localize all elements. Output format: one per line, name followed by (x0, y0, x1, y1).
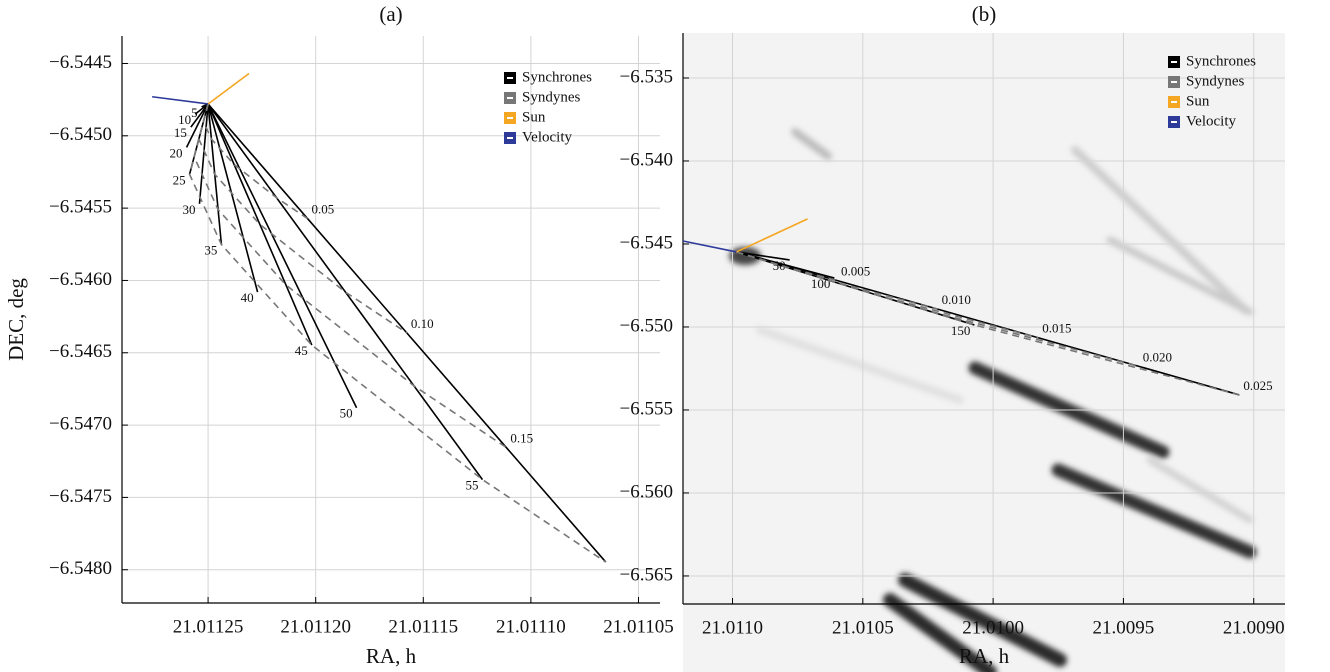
y-tick-label: −6.550 (620, 315, 673, 336)
y-tick-label: −6.5450 (49, 124, 112, 145)
figure: (a) RA, h DEC, deg −6.5445 −6.5450 −6.5455 −6.… (0, 0, 1330, 672)
y-axis-label: DEC, deg (4, 278, 28, 361)
y-tick-label: −6.5480 (49, 558, 112, 579)
y-tick-label: −6.555 (620, 398, 673, 419)
page: (a) RA, h DEC, deg −6.5445 −6.5450 −6.5455 −6.… (0, 0, 1330, 672)
y-tick-label: −6.5465 (49, 341, 112, 362)
synchrone-label: 55 (465, 478, 478, 493)
synchrone-label: 30 (182, 202, 195, 217)
x-tick-label: 21.01115 (388, 616, 458, 637)
y-tick-label: −6.5470 (49, 413, 112, 434)
syndyne-label: 0.015 (1042, 321, 1071, 336)
y-tick-label: −6.5460 (49, 269, 112, 290)
syndyne-label: 0.020 (1143, 349, 1172, 364)
syndyne-label: 0.025 (1243, 378, 1272, 393)
y-tick-label: −6.560 (620, 481, 673, 502)
legend-label: Syndynes (1186, 73, 1245, 89)
x-tick-label: 21.0090 (1223, 617, 1285, 638)
synchrone-label: 45 (295, 343, 308, 358)
syndyne-label: 0.005 (841, 264, 870, 279)
synchrone-label: 20 (170, 145, 183, 160)
y-tick-label: −6.545 (620, 232, 673, 253)
legend-label: Synchrones (1186, 53, 1256, 69)
panel: (a) RA, h DEC, deg −6.5445 −6.5450 −6.5455 −6.… (4, 2, 674, 668)
syndyne-label: 0.010 (942, 292, 971, 307)
curve (208, 73, 249, 104)
y-tick-label: −6.565 (620, 564, 673, 585)
syndyne-label: 0.15 (510, 430, 533, 445)
synchrone-label: 25 (173, 172, 186, 187)
x-tick-label: 21.01105 (603, 616, 674, 637)
curve (152, 97, 208, 104)
x-axis-label: RA, h (959, 644, 1010, 668)
legend-label: Velocity (522, 129, 572, 145)
y-tick-label: −6.540 (620, 149, 673, 170)
y-tick-label: −6.5475 (49, 486, 112, 507)
legend-label: Sun (522, 109, 546, 125)
synchrone-label: 35 (204, 243, 217, 258)
panel-title: (b) (972, 2, 997, 26)
panel-title: (a) (379, 2, 402, 26)
synchrone-label: 150 (951, 323, 971, 338)
curve (208, 104, 606, 562)
x-tick-label: 21.0095 (1093, 617, 1155, 638)
syndyne-label: 0.10 (411, 316, 434, 331)
y-tick-label: −6.5445 (49, 52, 112, 73)
x-tick-label: 21.0110 (702, 617, 763, 638)
synchrone-label: 50 (340, 406, 353, 421)
legend-label: Sun (1186, 93, 1210, 109)
y-tick-label: −6.535 (620, 66, 673, 87)
curve (190, 104, 606, 562)
legend-label: Synchrones (522, 69, 592, 85)
x-tick-label: 21.0100 (962, 617, 1024, 638)
x-tick-label: 21.01125 (173, 616, 244, 637)
synchrone-label: 15 (174, 125, 187, 140)
legend-label: Syndynes (522, 89, 581, 105)
comet-coma (729, 247, 761, 265)
x-tick-label: 21.01110 (496, 616, 566, 637)
x-tick-label: 21.0105 (832, 617, 894, 638)
synchrone-label: 40 (241, 290, 254, 305)
legend-label: Velocity (1186, 113, 1236, 129)
y-tick-label: −6.5455 (49, 196, 112, 217)
x-axis-label: RA, h (366, 644, 417, 668)
syndyne-label: 0.05 (312, 202, 335, 217)
x-tick-label: 21.01120 (280, 616, 351, 637)
